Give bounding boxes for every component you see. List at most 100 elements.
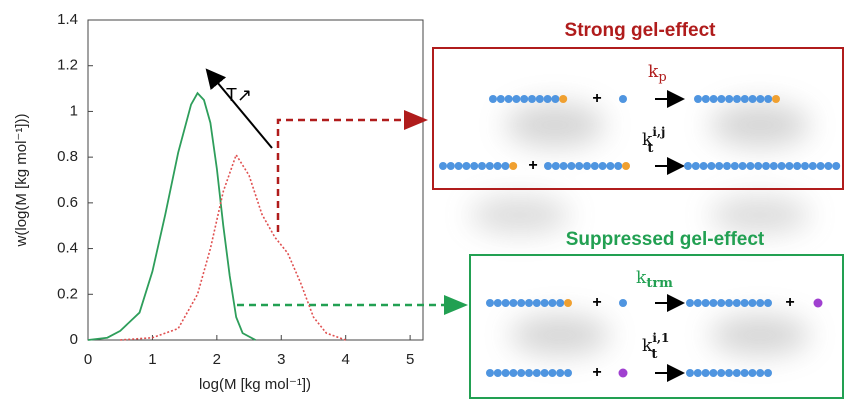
bead — [748, 369, 757, 377]
series-line — [87, 91, 256, 341]
bead — [816, 162, 825, 170]
bead — [748, 95, 757, 103]
x-axis-label: log(M [kg mol⁻¹]) — [199, 376, 311, 393]
bead — [725, 299, 733, 307]
bead — [691, 162, 700, 170]
bead — [732, 369, 741, 377]
plus: + — [528, 157, 537, 174]
bead — [525, 299, 533, 307]
x-tick-label: 3 — [277, 351, 285, 368]
bead — [619, 95, 627, 103]
bead — [486, 299, 494, 307]
x-tick-label: 2 — [213, 351, 221, 368]
bead — [764, 299, 772, 307]
bead — [813, 298, 823, 308]
rate-constant: ktrm — [636, 268, 673, 291]
k-sub: t — [651, 347, 657, 362]
bead — [756, 95, 765, 103]
connector-red — [276, 118, 408, 232]
bead — [725, 95, 734, 103]
bead — [493, 162, 502, 170]
bead — [517, 299, 526, 307]
series-line — [120, 153, 346, 341]
bead — [693, 369, 702, 377]
bead — [493, 299, 502, 307]
bead — [556, 299, 565, 307]
bead — [590, 162, 599, 170]
bead — [489, 95, 497, 103]
bead — [583, 162, 591, 170]
plus: + — [592, 294, 601, 311]
y-tick-label: 0.2 — [57, 285, 78, 302]
temperature-arrow — [205, 68, 273, 149]
bead — [733, 95, 741, 103]
k: k — [636, 268, 647, 288]
bead — [777, 162, 786, 170]
bead — [486, 369, 494, 377]
bead-end — [622, 162, 630, 170]
bead — [699, 162, 708, 170]
k-sub: p — [658, 70, 666, 85]
bead — [717, 369, 726, 377]
bead — [606, 162, 615, 170]
bead — [540, 299, 549, 307]
x-tick-label: 1 — [148, 351, 156, 368]
bead — [748, 299, 757, 307]
y-tick-label: 0.6 — [57, 194, 78, 211]
bead — [614, 162, 623, 170]
rate-constant: kp — [648, 62, 667, 85]
bead — [501, 369, 510, 377]
k-sub: trm — [646, 276, 673, 291]
bead — [512, 95, 521, 103]
k: k — [642, 130, 653, 150]
bead — [686, 299, 694, 307]
bead — [785, 162, 794, 170]
bead — [793, 162, 802, 170]
bead — [575, 162, 584, 170]
bead — [462, 162, 471, 170]
bead — [709, 299, 718, 307]
k-sup: i,1 — [652, 331, 669, 345]
bead — [740, 95, 749, 103]
bead — [618, 368, 628, 378]
bead-end — [559, 95, 568, 103]
x-tick-label: 0 — [84, 351, 92, 368]
panel-box — [469, 254, 844, 399]
bead — [454, 162, 463, 170]
x-tick-label: 5 — [406, 351, 414, 368]
k-sup: i,j — [652, 125, 665, 139]
plus: + — [592, 364, 601, 381]
bead — [764, 369, 772, 377]
bead — [496, 95, 505, 103]
bead — [567, 162, 576, 170]
bead — [715, 162, 724, 170]
arrowhead-red — [404, 110, 428, 130]
bead — [764, 95, 773, 103]
bead — [709, 95, 718, 103]
shadows — [470, 103, 810, 355]
bead — [544, 162, 552, 170]
bead — [801, 162, 809, 170]
bead — [509, 369, 518, 377]
bead — [717, 95, 726, 103]
molecules — [439, 90, 841, 382]
bead — [832, 162, 841, 170]
rate-constant: ki,j t — [642, 125, 665, 156]
bead — [543, 95, 552, 103]
bead — [470, 162, 479, 170]
bead — [709, 369, 718, 377]
bead-end — [564, 299, 572, 307]
plus: + — [785, 294, 794, 311]
k: k — [648, 62, 659, 82]
y-axis-label: w(log(M [kg mol⁻¹])) — [13, 114, 30, 248]
k-sub: t — [647, 141, 653, 156]
bead-end — [509, 162, 518, 170]
plot-frame — [87, 19, 424, 341]
bead — [707, 162, 716, 170]
bead-end — [772, 95, 780, 103]
bead — [535, 95, 544, 103]
arrowhead-green — [444, 295, 468, 315]
y-tick-label: 0.4 — [57, 240, 78, 257]
bead — [693, 299, 702, 307]
bead — [717, 299, 726, 307]
